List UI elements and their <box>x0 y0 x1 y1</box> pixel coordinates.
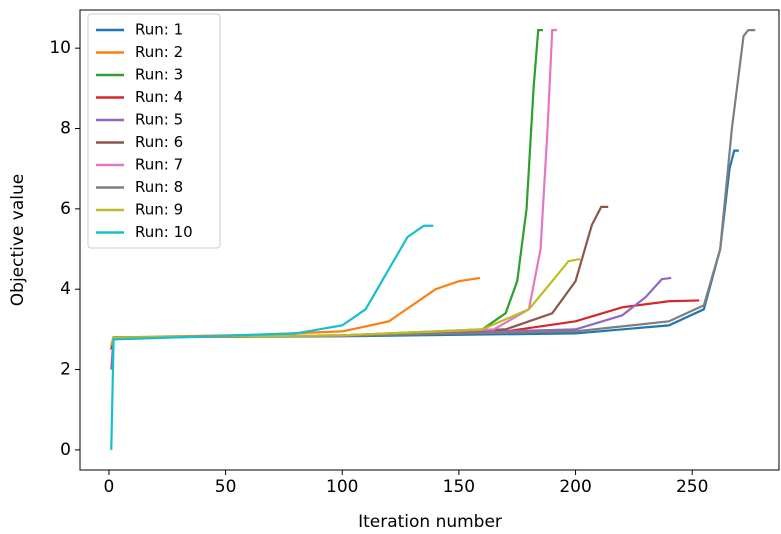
legend-label: Run: 4 <box>135 88 183 106</box>
x-tick-label: 0 <box>104 477 115 497</box>
y-axis-label: Objective value <box>8 174 28 306</box>
x-axis-label: Iteration number <box>358 512 502 532</box>
legend-label: Run: 1 <box>135 21 183 39</box>
x-tick-label: 150 <box>443 477 475 497</box>
x-tick-label: 250 <box>676 477 708 497</box>
y-tick-label: 2 <box>60 360 71 380</box>
series-line <box>110 276 672 370</box>
series-line <box>110 299 700 350</box>
y-tick-label: 10 <box>49 38 71 58</box>
legend-label: Run: 7 <box>135 156 183 174</box>
y-tick-label: 4 <box>60 279 71 299</box>
legend-label: Run: 2 <box>135 43 183 61</box>
y-tick-label: 0 <box>60 440 71 460</box>
legend-label: Run: 10 <box>135 223 193 241</box>
x-tick-label: 200 <box>559 477 591 497</box>
legend-label: Run: 9 <box>135 201 183 219</box>
x-tick-label: 50 <box>215 477 237 497</box>
y-tick-label: 6 <box>60 199 71 219</box>
y-tick-label: 8 <box>60 119 71 139</box>
series-line <box>110 224 434 450</box>
plot-frame <box>79 9 780 471</box>
legend-label: Run: 3 <box>135 66 183 84</box>
legend-label: Run: 5 <box>135 111 183 129</box>
legend-label: Run: 6 <box>135 133 183 151</box>
legend-label: Run: 8 <box>135 178 183 196</box>
legend-box <box>87 13 221 249</box>
x-tick-label: 100 <box>326 477 358 497</box>
